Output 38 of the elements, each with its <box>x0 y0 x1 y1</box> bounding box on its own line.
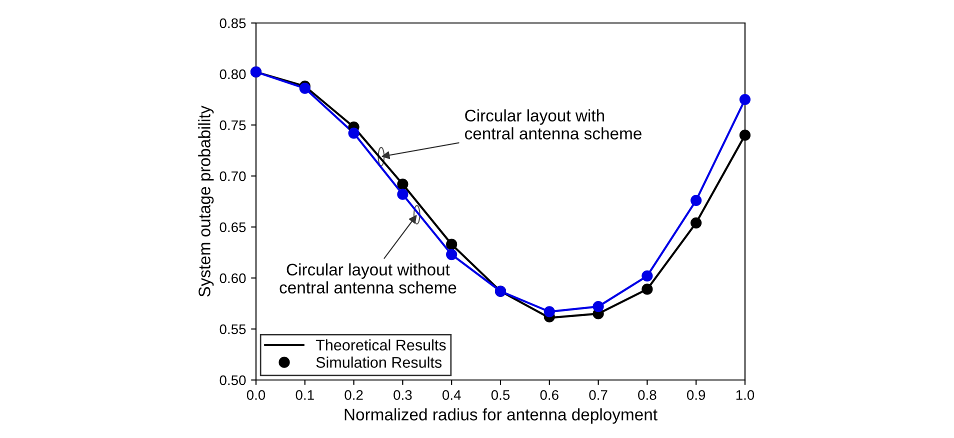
point <box>397 188 408 200</box>
y-tick-label: 0.80 <box>220 69 246 80</box>
y-tick-label: 0.70 <box>220 171 246 182</box>
point <box>739 94 751 106</box>
x-axis-title: Normalized radius for antenna deployment <box>344 408 658 424</box>
point <box>642 270 653 282</box>
annotation: Circular layout without central antenna scheme <box>280 263 456 294</box>
x-tick-label: 0.0 <box>246 390 266 400</box>
point <box>690 194 702 206</box>
x-tick-label: 0.2 <box>344 390 363 400</box>
x-tick-label: 0.3 <box>394 390 412 400</box>
y-tick-label: 0.55 <box>220 324 246 334</box>
x-tick-label: 0.5 <box>491 390 510 400</box>
y-tick-label: 0.50 <box>220 375 246 386</box>
y-tick-label: 0.60 <box>220 273 246 284</box>
x-tick-label: 0.7 <box>589 390 608 400</box>
x-tick-label: 0.6 <box>540 390 558 400</box>
legend-label: Simulation Results <box>316 356 442 368</box>
point <box>348 128 360 139</box>
x-tick-label: 0.8 <box>638 390 656 400</box>
point <box>642 284 653 295</box>
y-tick-label: 0.75 <box>220 120 246 130</box>
point <box>690 217 702 228</box>
y-tick-label: 0.65 <box>220 222 246 232</box>
x-tick-label: 0.9 <box>686 390 706 400</box>
legend-label: Theoretical Results <box>316 339 446 351</box>
y-tick-label: 0.85 <box>220 18 246 28</box>
point <box>592 301 604 312</box>
x-tick-label: 1.0 <box>736 390 754 400</box>
y-axis-title: System outage probability <box>198 106 214 297</box>
point <box>446 238 458 250</box>
point <box>397 178 408 190</box>
point <box>544 306 555 318</box>
point <box>446 248 458 260</box>
x-tick-label: 0.1 <box>296 390 314 400</box>
annotation: Circular layout with central antenna scheme <box>465 109 642 140</box>
x-tick-label: 0.4 <box>442 390 461 400</box>
point <box>739 130 751 141</box>
